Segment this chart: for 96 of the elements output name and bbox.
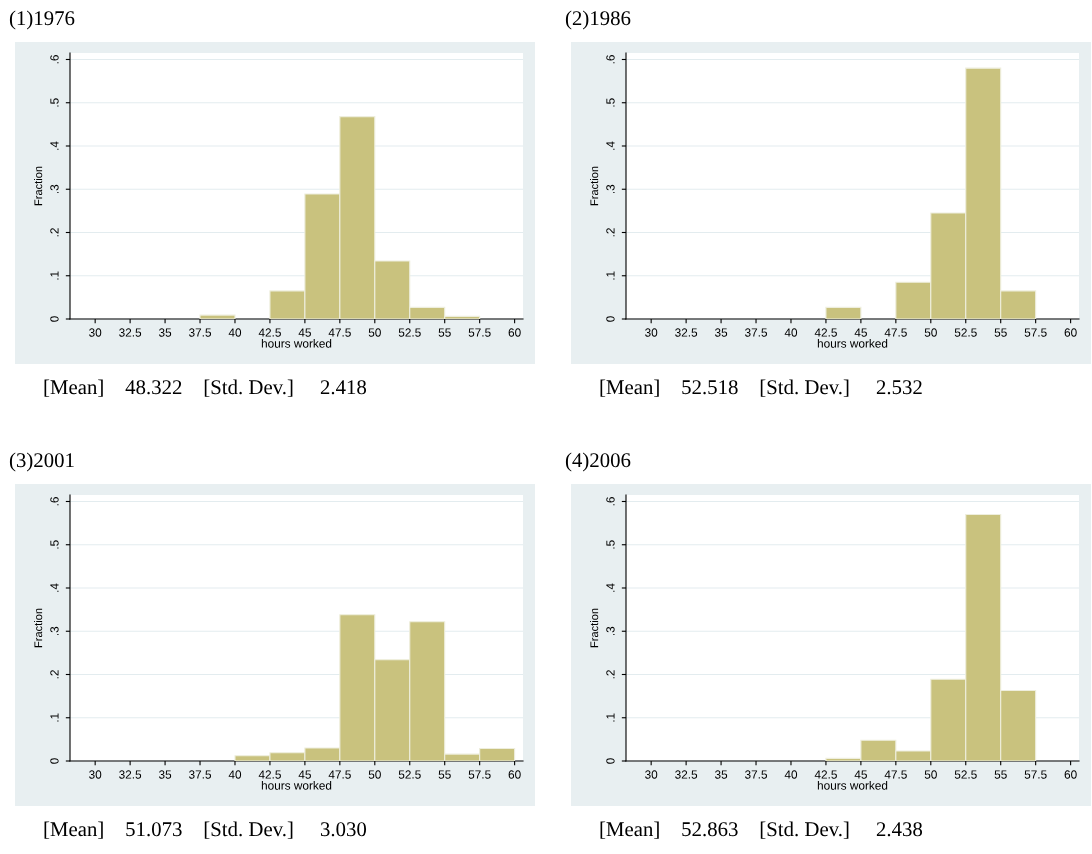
- x-axis-title: hours worked: [817, 781, 888, 790]
- x-tick-label: 32.5: [119, 328, 142, 337]
- x-tick-label: 57.5: [1024, 328, 1047, 337]
- y-tick-label: .2: [606, 228, 615, 237]
- y-tick-label: .4: [606, 583, 615, 592]
- y-tick-label: .3: [50, 626, 59, 636]
- x-tick-label: 45: [854, 770, 867, 779]
- x-tick-label: 52.5: [954, 770, 977, 779]
- chart-title: (4)2006: [565, 452, 631, 472]
- y-tick-label: .5: [50, 98, 59, 107]
- x-tick-label: 50: [924, 328, 937, 337]
- y-tick-label: .6: [50, 497, 59, 506]
- x-tick-label: 50: [368, 770, 381, 779]
- x-tick-label: 47.5: [884, 770, 907, 779]
- x-tick-label: 42.5: [814, 328, 837, 337]
- text: [Mean] 48.322 [Std. Dev.] 2.418: [44, 379, 367, 397]
- y-tick-label: .2: [50, 670, 59, 679]
- x-tick-label: 32.5: [119, 770, 142, 779]
- y-tick-label: 0: [606, 316, 615, 322]
- x-tick-label: 32.5: [675, 328, 698, 337]
- chart-title: (3)2001: [9, 452, 74, 472]
- x-tick-label: 35: [158, 328, 172, 337]
- x-tick-label: 55: [438, 328, 451, 337]
- y-tick-label: .6: [606, 55, 615, 64]
- y-tick-label: .3: [606, 626, 615, 636]
- y-tick-label: .3: [50, 184, 59, 194]
- x-tick-label: 47.5: [328, 770, 351, 779]
- x-tick-label: 52.5: [398, 770, 421, 779]
- y-axis-title: Fraction: [590, 608, 599, 648]
- x-tick-label: 30: [645, 770, 658, 779]
- x-tick-label: 60: [1064, 328, 1077, 337]
- x-tick-label: 35: [714, 328, 728, 337]
- x-tick-label: 50: [368, 328, 381, 337]
- y-tick-label: 0: [50, 316, 59, 322]
- x-axis-title: hours worked: [261, 339, 332, 348]
- y-tick-label: .3: [606, 184, 615, 194]
- y-tick-label: .1: [606, 271, 615, 280]
- x-tick-label: 37.5: [744, 328, 768, 337]
- x-tick-label: 55: [994, 328, 1007, 337]
- x-tick-label: 42.5: [258, 328, 281, 337]
- y-tick-label: .2: [606, 670, 615, 679]
- y-axis-title: Fraction: [34, 166, 43, 206]
- text: [Mean] 52.518 [Std. Dev.] 2.532: [600, 379, 922, 397]
- x-tick-label: 55: [994, 770, 1007, 779]
- y-tick-label: 0: [50, 758, 59, 764]
- x-tick-label: 55: [438, 770, 451, 779]
- text: [Mean] 52.863 [Std. Dev.] 2.438: [600, 821, 923, 839]
- y-axis-title: Fraction: [590, 166, 599, 206]
- y-tick-label: 0: [606, 758, 615, 764]
- x-tick-label: 57.5: [468, 770, 491, 779]
- chart-title: (1)1976: [9, 10, 75, 30]
- x-axis-title: hours worked: [261, 781, 332, 790]
- x-tick-label: 30: [645, 328, 658, 337]
- y-tick-label: .4: [606, 141, 615, 150]
- y-tick-label: .1: [606, 713, 615, 722]
- x-tick-label: 47.5: [884, 328, 907, 337]
- x-tick-label: 30: [89, 328, 102, 337]
- x-tick-label: 57.5: [1024, 770, 1047, 779]
- x-tick-label: 60: [508, 328, 521, 337]
- x-tick-label: 57.5: [468, 328, 491, 337]
- y-tick-label: .5: [606, 98, 615, 107]
- x-tick-label: 40: [228, 328, 242, 337]
- text: [Mean] 51.073 [Std. Dev.] 3.030: [44, 821, 367, 839]
- y-tick-label: .5: [606, 540, 615, 549]
- y-tick-label: .6: [606, 497, 615, 506]
- x-tick-label: 35: [714, 770, 728, 779]
- x-tick-label: 30: [89, 770, 102, 779]
- x-tick-label: 52.5: [398, 328, 421, 337]
- y-tick-label: .1: [50, 713, 59, 722]
- x-tick-label: 42.5: [814, 770, 837, 779]
- x-tick-label: 42.5: [258, 770, 281, 779]
- x-tick-label: 60: [508, 770, 521, 779]
- x-tick-label: 45: [298, 770, 311, 779]
- y-tick-label: .6: [50, 55, 59, 64]
- x-tick-label: 35: [158, 770, 172, 779]
- y-axis-title: Fraction: [34, 608, 43, 648]
- y-tick-label: .5: [50, 540, 59, 549]
- y-tick-label: .4: [50, 141, 59, 150]
- y-tick-label: .4: [50, 583, 59, 592]
- x-tick-label: 37.5: [188, 328, 212, 337]
- x-tick-label: 40: [784, 770, 798, 779]
- x-tick-label: 40: [228, 770, 242, 779]
- chart-title: (2)1986: [565, 10, 631, 30]
- x-tick-label: 32.5: [675, 770, 698, 779]
- x-tick-label: 50: [924, 770, 937, 779]
- x-tick-label: 37.5: [188, 770, 212, 779]
- y-tick-label: .2: [50, 228, 59, 237]
- x-tick-label: 52.5: [954, 328, 977, 337]
- x-axis-title: hours worked: [817, 339, 888, 348]
- x-tick-label: 60: [1064, 770, 1077, 779]
- x-tick-label: 40: [784, 328, 798, 337]
- x-tick-label: 45: [854, 328, 867, 337]
- x-tick-label: 45: [298, 328, 311, 337]
- x-tick-label: 47.5: [328, 328, 351, 337]
- y-tick-label: .1: [50, 271, 59, 280]
- x-tick-label: 37.5: [744, 770, 768, 779]
